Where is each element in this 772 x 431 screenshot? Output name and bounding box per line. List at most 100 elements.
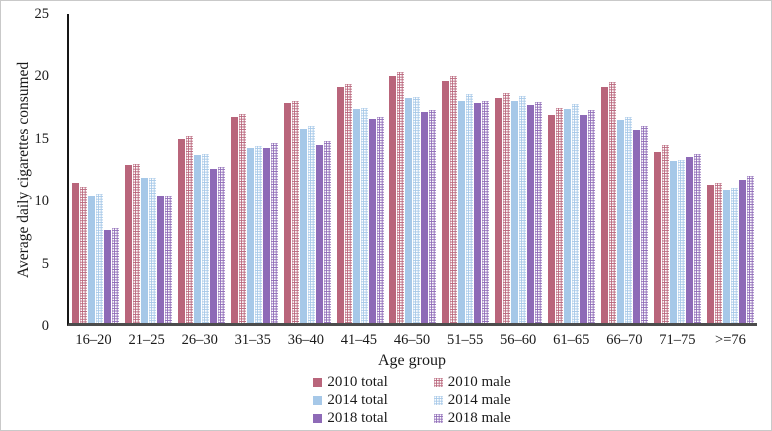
bar (421, 111, 429, 323)
bar (625, 116, 633, 323)
bar (87, 195, 95, 323)
y-tick-label: 10 (34, 193, 50, 210)
bar (254, 146, 262, 323)
bar (442, 80, 450, 323)
bar-group (704, 14, 757, 323)
bar-group (281, 14, 334, 323)
legend-swatch-icon (313, 414, 323, 423)
bar (291, 100, 299, 323)
legend: 2010 total 2010 male 2014 total 2014 male 20… (313, 374, 511, 427)
bar (458, 100, 466, 323)
bar (450, 75, 458, 323)
bar (511, 100, 519, 323)
bar (731, 188, 739, 323)
bar-group (598, 14, 651, 323)
bar (246, 147, 254, 323)
bar (79, 187, 87, 323)
legend-label: 2010 total (327, 374, 388, 390)
bar (715, 183, 723, 323)
bar (230, 116, 238, 323)
y-tick-label: 20 (34, 68, 50, 85)
bar-group (334, 14, 387, 323)
y-axis-ticks: 0 5 10 15 20 25 (1, 6, 59, 334)
x-tick-label: 46–50 (393, 332, 431, 348)
bar (556, 107, 564, 323)
bar (686, 157, 694, 323)
bar (482, 100, 490, 323)
bar (564, 109, 572, 323)
bar (413, 96, 421, 323)
bar (739, 179, 747, 323)
bar (376, 116, 384, 323)
legend-label: 2014 male (447, 392, 511, 408)
bar (156, 195, 164, 323)
bar (360, 107, 368, 323)
x-axis-ticks: 16–20 21–25 26–30 31–35 36–40 41–45 46–50 51–55… (67, 332, 757, 349)
bar (111, 227, 119, 323)
bar (201, 153, 209, 323)
x-tick-label: 16–20 (75, 332, 112, 348)
bar (148, 178, 156, 323)
bar (474, 103, 482, 323)
bar (535, 101, 543, 323)
legend-swatch-icon (433, 396, 443, 405)
bar (140, 178, 148, 323)
y-tick-label: 0 (41, 318, 49, 334)
bar (209, 168, 217, 323)
bar (270, 142, 278, 323)
bar (405, 98, 413, 323)
bar (429, 110, 437, 323)
x-tick-label: 56–60 (500, 332, 537, 348)
bar (193, 154, 201, 323)
x-axis-title: Age group (378, 352, 446, 369)
legend-item: 2018 male (433, 410, 511, 427)
x-tick-label: 26–30 (181, 332, 218, 348)
legend-item: 2010 total (313, 374, 388, 391)
x-tick-label: 71–75 (659, 332, 696, 348)
x-tick-label: 61–65 (553, 332, 590, 348)
bar (283, 103, 291, 323)
legend-label: 2018 total (327, 410, 388, 426)
bar (344, 84, 352, 323)
bar (601, 86, 609, 323)
bar-group (122, 14, 175, 323)
legend-item: 2014 male (433, 392, 511, 409)
bar (352, 109, 360, 323)
bar (572, 104, 580, 323)
bar (747, 175, 755, 323)
bar (177, 138, 185, 323)
bar (124, 164, 132, 323)
bar (694, 153, 702, 323)
legend-label: 2018 male (447, 410, 511, 426)
bar (654, 152, 662, 323)
legend-swatch-icon (433, 378, 443, 387)
plot-area (67, 14, 757, 326)
legend-item: 2018 total (313, 410, 388, 427)
bar (617, 120, 625, 323)
bar-group (228, 14, 281, 323)
legend-swatch-icon (313, 378, 323, 387)
bar (641, 126, 649, 323)
legend-item: 2014 total (313, 392, 388, 409)
bar-group (439, 14, 492, 323)
bar (132, 163, 140, 323)
bar (315, 145, 323, 323)
bar (633, 130, 641, 323)
bar (368, 119, 376, 323)
y-tick-label: 5 (41, 255, 49, 272)
bar (707, 184, 715, 323)
bar (238, 114, 246, 323)
bar (103, 230, 111, 323)
bar-group (651, 14, 704, 323)
bar (262, 147, 270, 323)
bar-group (492, 14, 545, 323)
bar (323, 141, 331, 323)
bar-group (545, 14, 598, 323)
bar (519, 95, 527, 323)
y-tick-label: 25 (34, 6, 50, 22)
bar (670, 161, 678, 323)
x-tick-label: 66–70 (606, 332, 643, 348)
legend-container: 2010 total 2010 male 2014 total 2014 male 20… (67, 374, 757, 427)
bar (723, 189, 731, 323)
bar (299, 128, 307, 323)
